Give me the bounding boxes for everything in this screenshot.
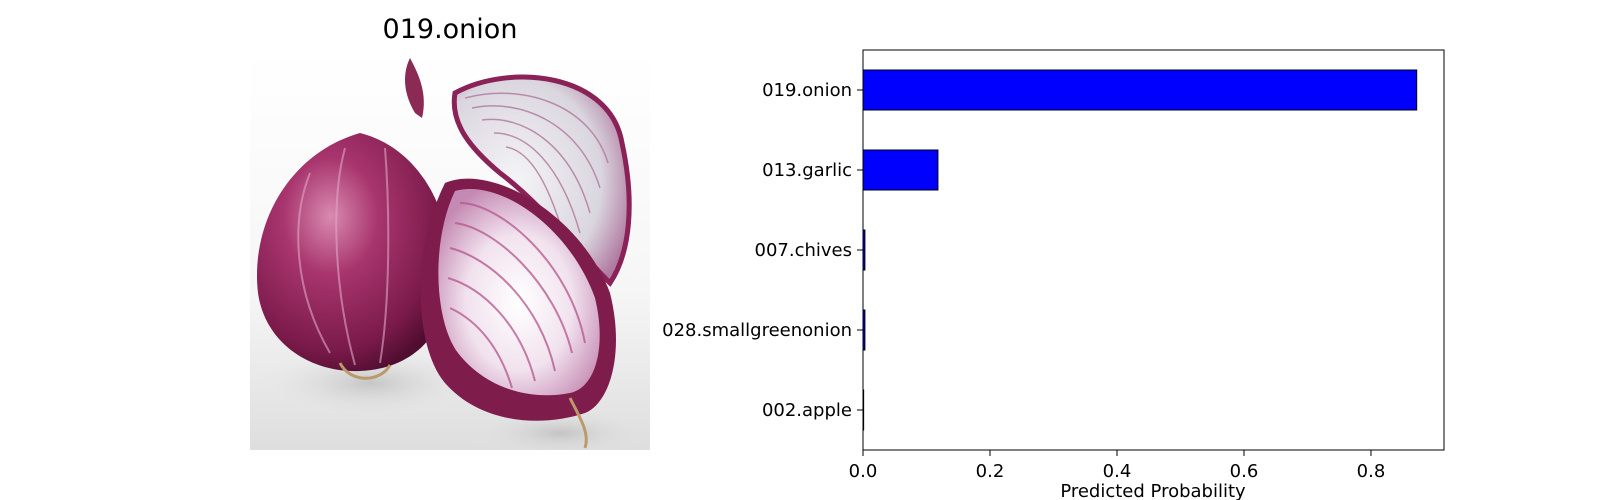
y-tick-label: 007.chives xyxy=(755,240,853,261)
red-onion-icon xyxy=(250,53,650,450)
y-tick-label: 019.onion xyxy=(762,80,852,101)
x-tick-label: 0.0 xyxy=(849,461,878,482)
x-tick-label: 0.4 xyxy=(1103,461,1132,482)
x-tick-label: 0.8 xyxy=(1357,461,1386,482)
image-title: 019.onion xyxy=(382,14,518,45)
y-tick-label: 028.smallgreenonion xyxy=(662,320,852,341)
x-tick-label: 0.6 xyxy=(1230,461,1259,482)
y-tick-label: 013.garlic xyxy=(762,160,852,181)
x-axis-label: Predicted Probability xyxy=(1060,481,1246,500)
x-tick-label: 0.2 xyxy=(976,461,1005,482)
bar-013-garlic xyxy=(862,149,939,191)
onion-photo xyxy=(250,53,650,450)
bar-019-onion xyxy=(862,69,1418,111)
y-tick-label: 002.apple xyxy=(762,400,852,421)
